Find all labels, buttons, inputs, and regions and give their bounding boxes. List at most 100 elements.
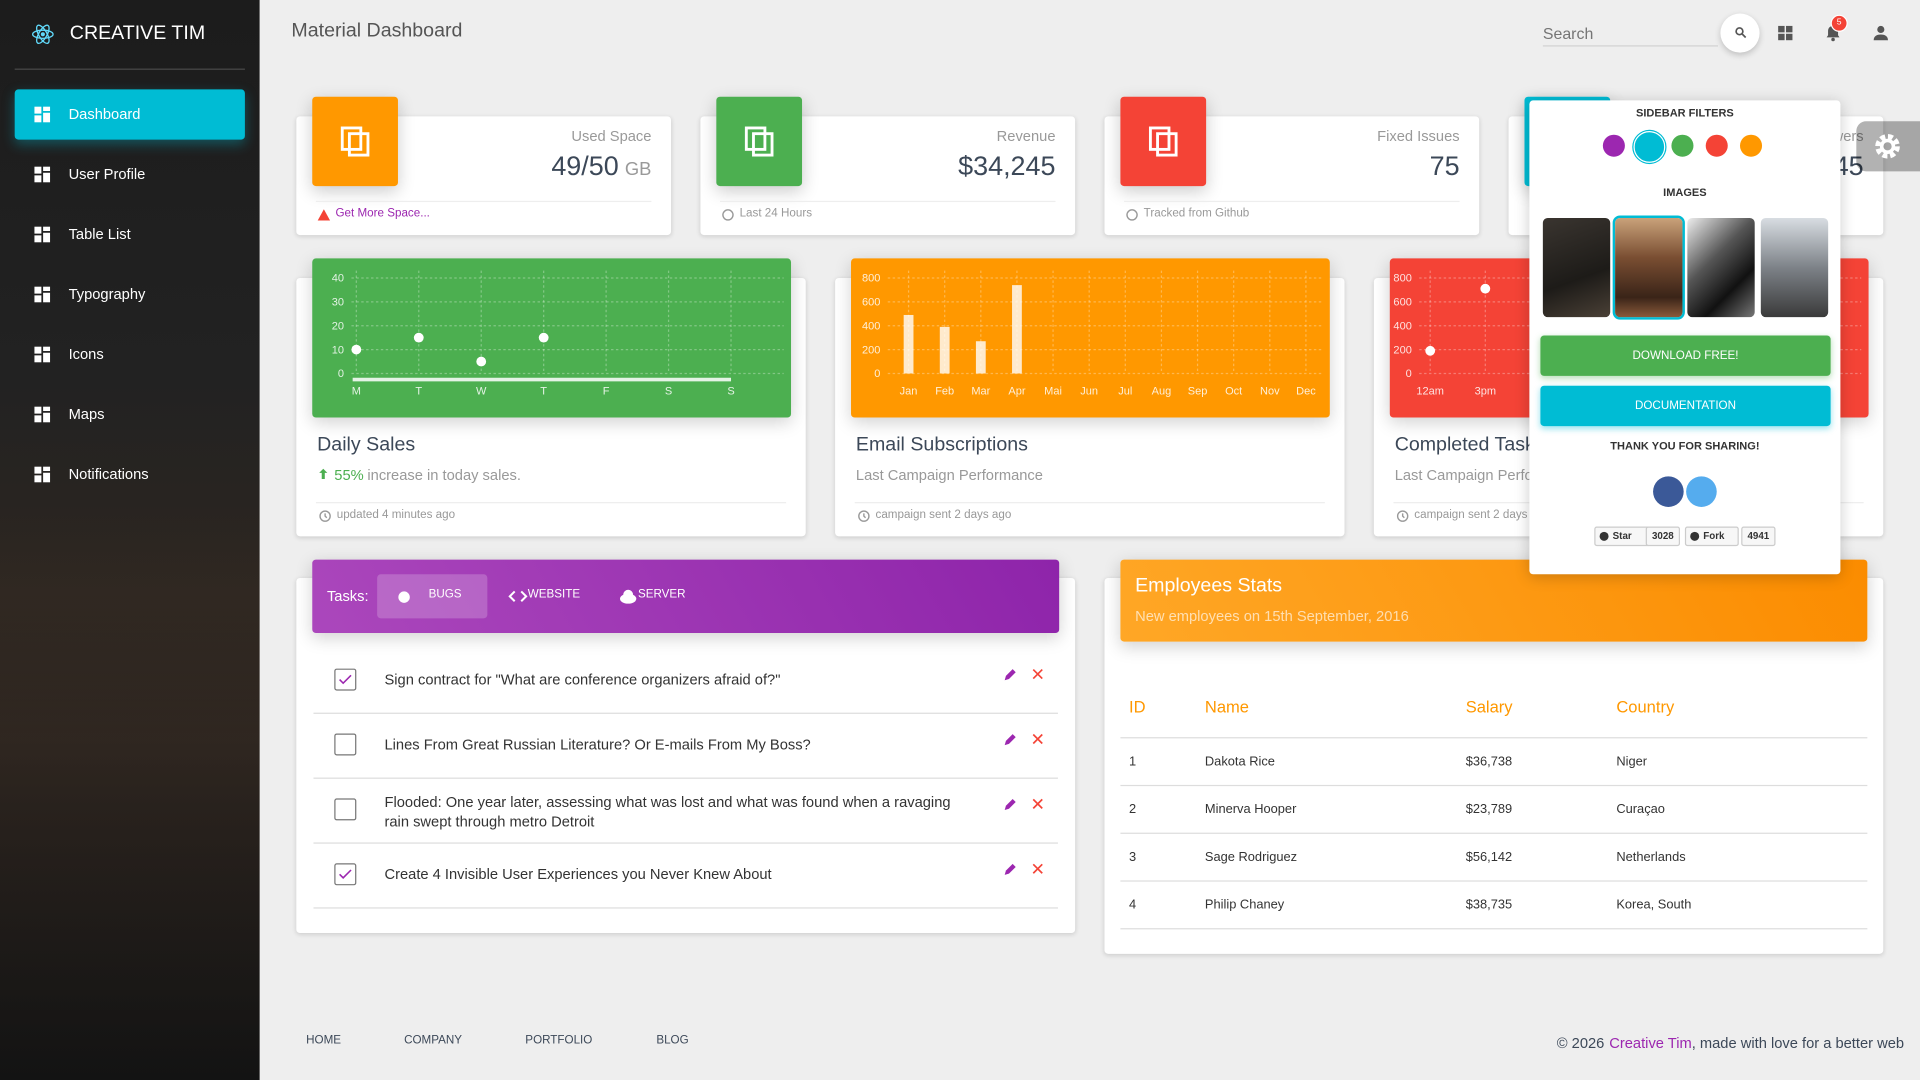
dashboard-icon xyxy=(1778,25,1793,41)
y-tick-label: 200 xyxy=(1393,344,1411,356)
sidebar-item[interactable]: Dashboard xyxy=(14,89,245,140)
notification-badge: 5 xyxy=(1830,14,1848,32)
sidebar-item[interactable]: User Profile xyxy=(15,149,245,199)
employees-title: Employees Stats xyxy=(1135,575,1283,597)
tab-icon xyxy=(508,590,528,602)
filter-color[interactable] xyxy=(1740,134,1763,157)
stat-divider xyxy=(720,200,1056,203)
sidebar-label: Maps xyxy=(68,405,105,423)
download-label: DOWNLOAD FREE! xyxy=(1632,348,1739,363)
download-button[interactable]: DOWNLOAD FREE! xyxy=(1540,335,1831,376)
task-checkbox[interactable] xyxy=(334,733,357,756)
filter-color[interactable] xyxy=(1671,134,1694,157)
y-tick-label: 600 xyxy=(1393,297,1411,309)
stat-footer[interactable]: Get More Space... xyxy=(335,207,430,221)
sidebar-label: Notifications xyxy=(68,465,149,483)
sidebar-image[interactable] xyxy=(1542,217,1611,318)
filter-color[interactable] xyxy=(1602,134,1625,157)
y-tick-label: 800 xyxy=(862,273,880,285)
documentation-button[interactable]: DOCUMENTATION xyxy=(1540,385,1831,427)
sidebar-item[interactable]: Typography xyxy=(15,269,245,319)
y-tick-label: 0 xyxy=(338,368,344,380)
stat-icon xyxy=(1148,126,1178,157)
x-tick-label: 3pm xyxy=(1475,385,1496,397)
facebook-share[interactable] xyxy=(1653,476,1684,507)
stat-footer: Tracked from Github xyxy=(1143,207,1250,221)
github-star[interactable]: Star xyxy=(1594,526,1651,547)
table-divider xyxy=(1120,832,1868,834)
copyright-brand[interactable]: Creative Tim xyxy=(1609,1034,1692,1052)
images-title: IMAGES xyxy=(1663,185,1707,198)
chart-title: Completed Tasks xyxy=(1394,435,1545,456)
stat-number: 75 xyxy=(1429,150,1460,182)
x-tick-label: Mai xyxy=(1044,385,1062,397)
sidebar-item[interactable]: Table List xyxy=(15,209,245,259)
y-tick-label: 0 xyxy=(874,368,880,380)
footer-link[interactable]: HOME xyxy=(306,1033,342,1048)
edit-button xyxy=(1004,798,1016,810)
brand-divider xyxy=(14,68,245,70)
twitter-share[interactable] xyxy=(1686,476,1717,507)
table-cell: Philip Chaney xyxy=(1204,897,1285,912)
chart-title: Email Subscriptions xyxy=(855,435,1028,456)
x-tick-label: Apr xyxy=(1008,385,1025,397)
x-tick-label: 12am xyxy=(1416,385,1444,397)
sidebar-item[interactable]: Notifications xyxy=(15,449,245,499)
settings-toggle[interactable] xyxy=(1856,121,1920,172)
sidebar-item[interactable]: Maps xyxy=(15,389,245,439)
sidebar-image[interactable] xyxy=(1615,217,1683,318)
task-tab[interactable]: WEBSITE xyxy=(491,574,589,618)
x-tick-label: Feb xyxy=(935,385,954,397)
data-point xyxy=(538,332,549,343)
sidebar-item[interactable]: Icons xyxy=(15,329,245,379)
sidebar: CREATIVE TIM Dashboard User Profile Table L… xyxy=(0,0,260,1080)
footer-link[interactable]: BLOG xyxy=(656,1033,689,1048)
bar xyxy=(1012,285,1022,374)
task-divider xyxy=(313,777,1058,779)
gear-icon xyxy=(1875,134,1900,159)
task-checkbox[interactable] xyxy=(334,798,357,821)
chart-highlight: 55% xyxy=(334,466,364,484)
x-tick-label: Sep xyxy=(1188,385,1208,397)
sidebar-image[interactable] xyxy=(1760,217,1829,318)
table-cell: $36,738 xyxy=(1465,753,1513,769)
x-tick-label: S xyxy=(665,385,672,397)
footer-link[interactable]: COMPANY xyxy=(404,1033,463,1048)
task-text: Sign contract for "What are conference o… xyxy=(384,670,781,688)
task-tab[interactable]: SERVER xyxy=(601,574,699,618)
filter-color[interactable] xyxy=(1705,134,1728,157)
search-button[interactable] xyxy=(1720,13,1760,53)
x-tick-label: Oct xyxy=(1225,385,1242,397)
chart-subtitle: 55% increase in today sales. xyxy=(334,466,521,484)
stat-icon xyxy=(744,126,774,157)
filter-color[interactable] xyxy=(1633,131,1666,163)
sidebar-label: Typography xyxy=(68,285,146,303)
y-tick-label: 400 xyxy=(1393,320,1411,332)
github-fork[interactable]: Fork xyxy=(1684,526,1739,547)
tasks-label: Tasks: xyxy=(326,587,369,605)
stat-icon-box xyxy=(312,96,398,187)
table-cell: Korea, South xyxy=(1616,897,1692,912)
y-tick-label: 40 xyxy=(332,273,344,285)
tab-label: SERVER xyxy=(637,588,686,602)
table-divider xyxy=(1120,928,1868,930)
data-point xyxy=(413,332,424,343)
task-divider xyxy=(313,842,1058,844)
x-tick-label: Jul xyxy=(1118,385,1132,397)
x-tick-label: Jun xyxy=(1080,385,1098,397)
search-input[interactable] xyxy=(1542,20,1718,47)
task-checkbox[interactable] xyxy=(334,863,357,886)
footer-link[interactable]: PORTFOLIO xyxy=(525,1033,593,1048)
table-cell: $56,142 xyxy=(1465,849,1513,865)
sidebar-image[interactable] xyxy=(1687,217,1755,318)
data-point xyxy=(1480,283,1491,294)
table-divider xyxy=(1120,880,1868,882)
x-tick-label: S xyxy=(727,385,734,397)
task-checkbox[interactable] xyxy=(334,668,357,691)
table-cell: 2 xyxy=(1128,801,1137,817)
copyright-tagline: , made with love for a better web xyxy=(1691,1034,1905,1052)
x-tick-label: W xyxy=(476,385,487,397)
table-cell: Netherlands xyxy=(1616,849,1686,865)
task-tab[interactable]: BUGS xyxy=(377,574,488,619)
